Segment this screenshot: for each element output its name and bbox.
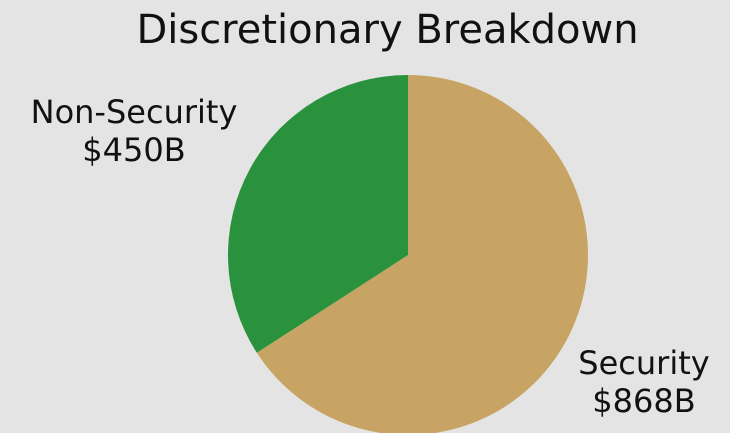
pie-label-value-non-security: $450B (82, 131, 186, 169)
pie-label-name-non-security: Non-Security (30, 93, 238, 131)
pie-label-name-security: Security (578, 344, 710, 382)
pie-slice-non-security (227, 74, 408, 353)
pie-label-security: Security $868B (568, 344, 720, 420)
pie-label-value-security: $868B (592, 382, 696, 420)
pie-slice-security (256, 75, 588, 433)
chart-title: Discretionary Breakdown (136, 7, 639, 53)
pie-label-non-security: Non-Security $450B (14, 93, 254, 169)
